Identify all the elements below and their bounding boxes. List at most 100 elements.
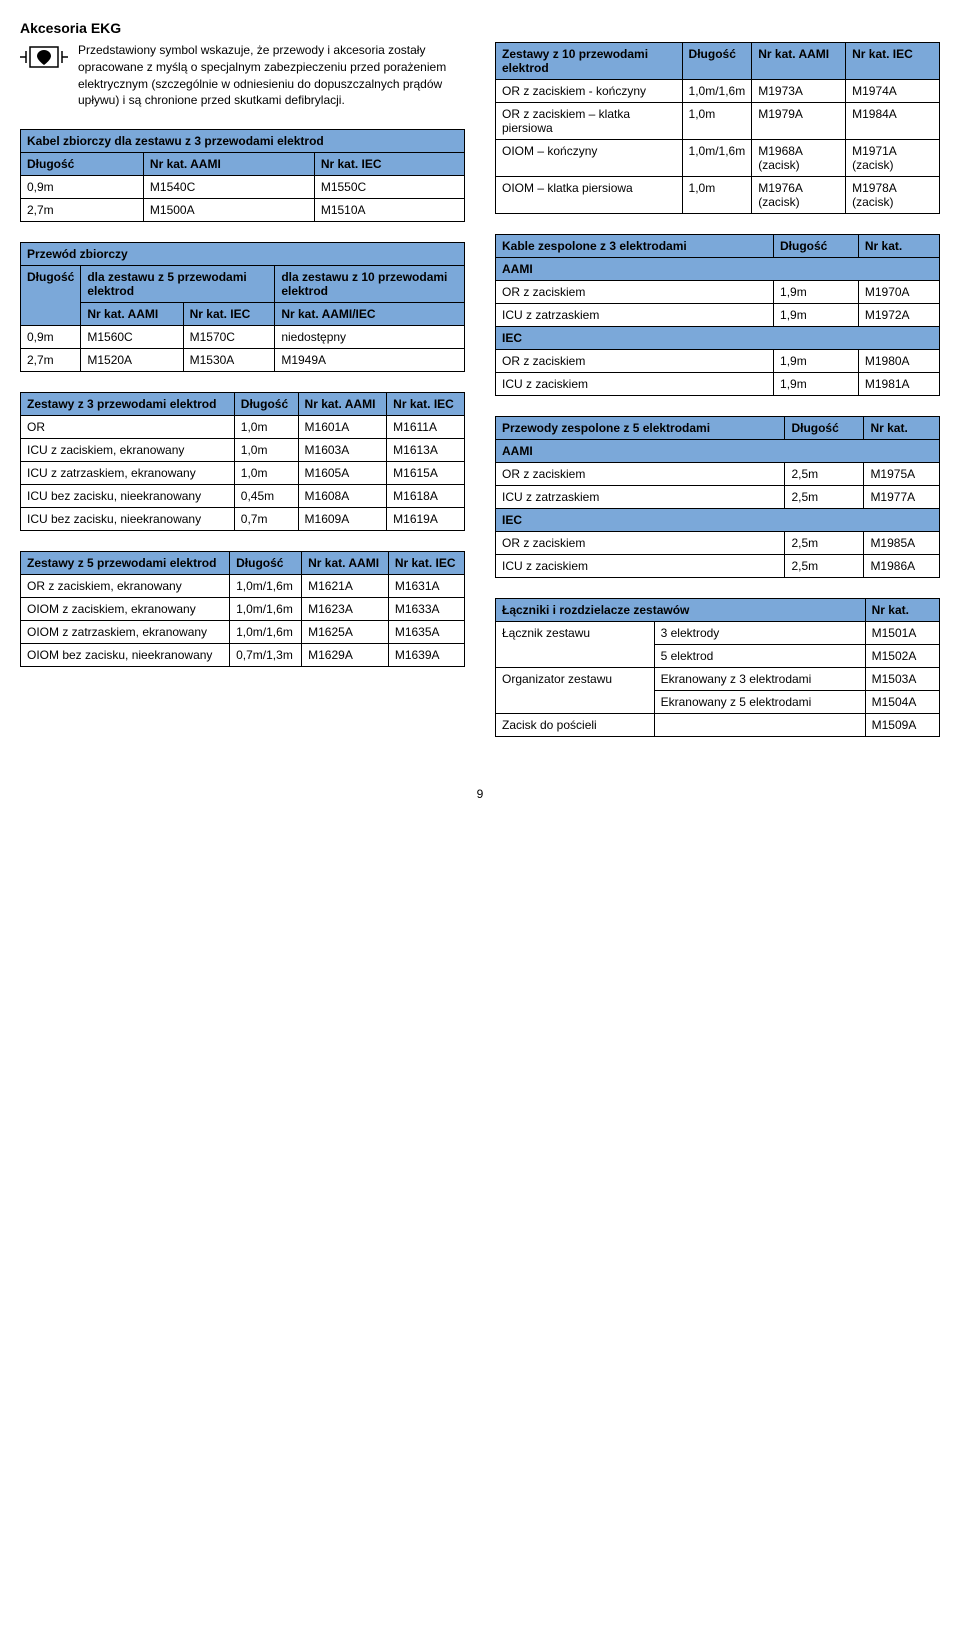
t2-header: Przewód zbiorczy [21, 243, 465, 266]
table-3lead-sets: Zestawy z 3 przewodami elektrod Długość … [20, 392, 465, 531]
t1-c0: Długość [21, 153, 144, 176]
cell: 5 elektrod [654, 645, 865, 668]
cell: M1608A [298, 485, 387, 508]
t3-c3: Nr kat. IEC [387, 393, 465, 416]
cell: OR z zaciskiem [496, 463, 785, 486]
cell: M1629A [302, 644, 389, 667]
cell: 0,9m [21, 326, 81, 349]
t4-c3: Nr kat. IEC [388, 552, 464, 575]
t8-c0: Łączniki i rozdzielacze zestawów [496, 599, 866, 622]
cell: M1520A [81, 349, 183, 372]
cell: ICU bez zacisku, nieekranowany [21, 485, 235, 508]
cell: M1601A [298, 416, 387, 439]
t8-oz: Organizator zestawu [496, 668, 655, 714]
cell: 1,0m [234, 416, 298, 439]
cell: M1501A [865, 622, 939, 645]
cell: M1550C [314, 176, 464, 199]
cell: 1,0m [682, 103, 752, 140]
t7-c0: Przewody zespolone z 5 elektrodami [496, 417, 785, 440]
cell: M1974A [846, 80, 940, 103]
t2-c2: dla zestawu z 10 przewodami elektrod [275, 266, 465, 303]
cell: Ekranowany z 5 elektrodami [654, 691, 865, 714]
cell: M1560C [81, 326, 183, 349]
t4-c2: Nr kat. AAMI [302, 552, 389, 575]
cell: OR z zaciskiem [496, 350, 774, 373]
t7-section-iec: IEC [496, 509, 940, 532]
cell: M1570C [183, 326, 275, 349]
cell: 1,9m [774, 281, 859, 304]
cell: OR z zaciskiem [496, 281, 774, 304]
t4-c1: Długość [230, 552, 302, 575]
t5-c0: Zestawy z 10 przewodami elektrod [496, 43, 683, 80]
t2-c0: Długość [21, 266, 81, 326]
t6-section-iec: IEC [496, 327, 940, 350]
cell: 1,0m [234, 462, 298, 485]
cell: M1976A (zacisk) [752, 177, 846, 214]
cell: M1500A [143, 199, 314, 222]
cell: 3 elektrody [654, 622, 865, 645]
t2-sc2: Nr kat. AAMI/IEC [275, 303, 465, 326]
t1-c1: Nr kat. AAMI [143, 153, 314, 176]
cell: M1605A [298, 462, 387, 485]
cell: M1530A [183, 349, 275, 372]
cell: 2,5m [785, 486, 864, 509]
cell: OIOM – kończyny [496, 140, 683, 177]
cell: 0,7m [234, 508, 298, 531]
cell: M1609A [298, 508, 387, 531]
cell: Zacisk do pościeli [496, 714, 655, 737]
cell: 0,7m/1,3m [230, 644, 302, 667]
cell: Ekranowany z 3 elektrodami [654, 668, 865, 691]
table-10lead-sets: Zestawy z 10 przewodami elektrod Długość… [495, 42, 940, 214]
cell: M1631A [388, 575, 464, 598]
cell: OR z zaciskiem – klatka piersiowa [496, 103, 683, 140]
cell: M1977A [864, 486, 940, 509]
page-columns: Przedstawiony symbol wskazuje, że przewo… [20, 42, 940, 757]
table-trunk-3lead: Kabel zbiorczy dla zestawu z 3 przewodam… [20, 129, 465, 222]
cell: 1,0m [682, 177, 752, 214]
t6-c0: Kable zespolone z 3 elektrodami [496, 235, 774, 258]
cell: M1979A [752, 103, 846, 140]
t1-c2: Nr kat. IEC [314, 153, 464, 176]
cell: M1625A [302, 621, 389, 644]
cell: M1985A [864, 532, 940, 555]
cell: M1619A [387, 508, 465, 531]
cell: M1540C [143, 176, 314, 199]
page-number: 9 [20, 787, 940, 801]
cell: M1980A [858, 350, 939, 373]
t7-c1: Długość [785, 417, 864, 440]
t3-c0: Zestawy z 3 przewodami elektrod [21, 393, 235, 416]
table-combined-3e: Kable zespolone z 3 elektrodami Długość … [495, 234, 940, 396]
cell: OIOM – klatka piersiowa [496, 177, 683, 214]
cell: M1502A [865, 645, 939, 668]
t8-lz: Łącznik zestawu [496, 622, 655, 668]
t5-c3: Nr kat. IEC [846, 43, 940, 80]
cell: M1510A [314, 199, 464, 222]
cell: M1968A (zacisk) [752, 140, 846, 177]
table-connectors: Łączniki i rozdzielacze zestawów Nr kat.… [495, 598, 940, 737]
t6-c1: Długość [774, 235, 859, 258]
cell: M1971A (zacisk) [846, 140, 940, 177]
defibrillation-proof-icon [20, 42, 68, 72]
t6-c2: Nr kat. [858, 235, 939, 258]
cell: 2,5m [785, 532, 864, 555]
cell: M1503A [865, 668, 939, 691]
t7-c2: Nr kat. [864, 417, 940, 440]
t3-c2: Nr kat. AAMI [298, 393, 387, 416]
right-column: Zestawy z 10 przewodami elektrod Długość… [495, 42, 940, 757]
cell: ICU z zaciskiem [496, 373, 774, 396]
cell: OR z zaciskiem [496, 532, 785, 555]
cell: M1972A [858, 304, 939, 327]
cell: 1,0m/1,6m [230, 575, 302, 598]
cell: M1639A [388, 644, 464, 667]
cell: OR z zaciskiem - kończyny [496, 80, 683, 103]
cell: M1986A [864, 555, 940, 578]
cell: 1,9m [774, 304, 859, 327]
cell: M1633A [388, 598, 464, 621]
cell: 1,0m/1,6m [230, 621, 302, 644]
table-combined-5e: Przewody zespolone z 5 elektrodami Długo… [495, 416, 940, 578]
cell: M1603A [298, 439, 387, 462]
t2-sc0: Nr kat. AAMI [81, 303, 183, 326]
cell: M1621A [302, 575, 389, 598]
cell: 2,5m [785, 555, 864, 578]
cell: 1,0m [234, 439, 298, 462]
